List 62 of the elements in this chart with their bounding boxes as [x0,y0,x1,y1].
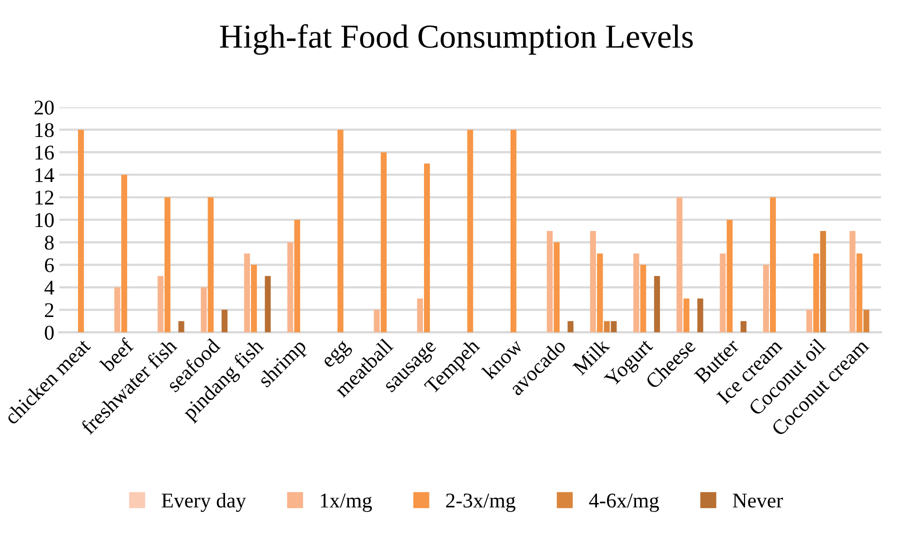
bar [676,197,682,332]
bar [640,264,646,332]
chart-title: High-fat Food Consumption Levels [220,24,693,55]
bar [208,197,214,332]
y-tick-label: 6 [44,258,54,272]
bar [222,310,228,332]
bar [554,242,560,332]
bar [338,130,344,332]
bar [806,310,812,332]
bar [683,298,690,332]
bar [770,197,776,332]
y-tick-label: 12 [35,190,54,204]
bar [294,220,300,332]
bar [417,298,423,332]
y-tick-label: 2 [44,303,54,318]
bar [158,276,164,332]
y-tick-label: 8 [44,236,54,250]
bar [424,163,430,332]
bar [610,321,617,332]
legend-label: Every day [162,492,246,512]
bar [740,321,746,332]
legend-label: 2-3x/mg [446,494,516,512]
bar [546,231,553,332]
bar [78,130,84,332]
bar [244,254,250,332]
y-tick-label: 18 [35,123,54,138]
bar [726,220,733,332]
bar [164,197,170,332]
bar [510,130,516,332]
bar [568,321,574,332]
legend-label: 1x/mg [320,494,372,512]
y-tick-label: 10 [35,213,54,228]
y-tick-label: 4 [44,280,54,295]
bar [697,298,704,332]
bar [763,264,769,332]
bar [813,254,820,332]
bar [654,276,660,332]
legend-label: Never [732,494,783,508]
bar [178,321,184,332]
bar [467,130,474,332]
bar [264,276,271,332]
bar [720,254,726,332]
y-tick-label: 16 [35,146,54,160]
bar [200,287,207,332]
bar [820,231,826,332]
bar [114,287,120,332]
bar [251,264,257,332]
bar [633,254,640,332]
bar [374,310,380,332]
legend-label: 4-6x/mg [589,494,659,512]
bar [863,310,870,332]
bar [590,231,596,332]
bar [850,231,856,332]
y-tick-label: 20 [34,100,54,115]
bar [856,254,862,332]
y-tick-label: 14 [35,168,54,182]
bar [380,152,387,332]
bar [287,242,294,332]
y-tick-label: 0 [44,326,54,340]
bar [604,321,610,332]
bar [121,174,128,332]
bar [596,254,603,332]
